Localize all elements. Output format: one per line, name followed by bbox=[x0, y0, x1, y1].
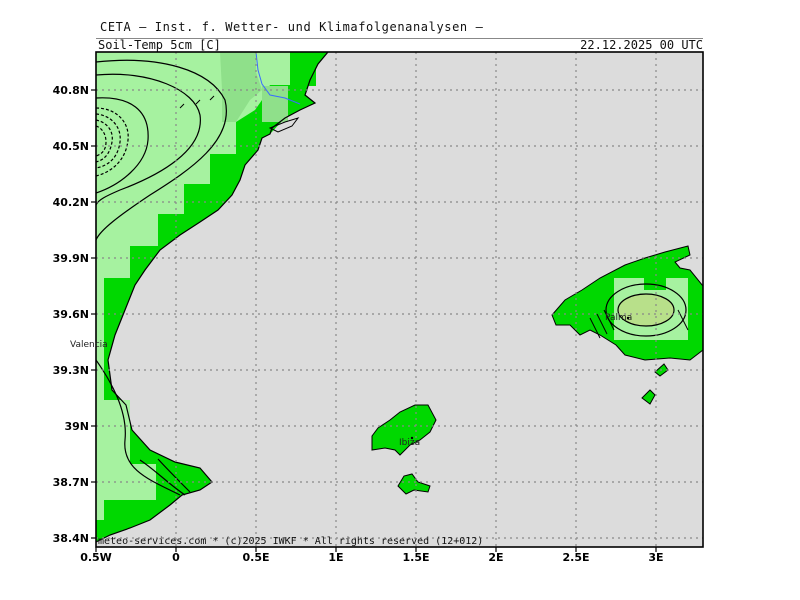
lon-label-0.5E: 0.5E bbox=[242, 551, 269, 564]
graticule bbox=[96, 52, 703, 547]
mallorca-hatching bbox=[589, 309, 689, 339]
contour-ticks bbox=[179, 95, 215, 109]
map-frame bbox=[95, 51, 704, 548]
info-bar bbox=[96, 38, 703, 53]
lon-label-0: 0 bbox=[172, 551, 180, 564]
mainland-mid-zone bbox=[220, 52, 262, 122]
lon-label-3E: 3E bbox=[648, 551, 663, 564]
field-datetime: 22.12.2025 00 UTC bbox=[580, 38, 703, 52]
delta-outline bbox=[268, 117, 300, 133]
coast-cell-1 bbox=[290, 62, 316, 86]
palma-marker bbox=[626, 316, 630, 320]
lat-label-38.7: 38.7N bbox=[53, 476, 89, 489]
lon-label-1E: 1E bbox=[328, 551, 343, 564]
formentera-land bbox=[397, 473, 431, 495]
lon-label-2.5E: 2.5E bbox=[562, 551, 589, 564]
lat-label-40.5: 40.5N bbox=[53, 140, 89, 153]
mallorca-contour-outer bbox=[605, 283, 687, 337]
mallorca-contour-inner bbox=[617, 293, 675, 327]
copyright-text: meteo-services.com * (c)2025 IWKF * All … bbox=[98, 536, 483, 547]
ibiza-land bbox=[371, 404, 437, 456]
lon-label-1.5E: 1.5E bbox=[402, 551, 429, 564]
lat-label-39.6: 39.6N bbox=[53, 308, 89, 321]
field-label: Soil-Temp_5cm_[C] bbox=[98, 38, 221, 52]
city-label-palma: Palma bbox=[605, 313, 632, 323]
lat-label-38.4: 38.4N bbox=[53, 532, 89, 545]
mainland-warm-zone bbox=[96, 52, 290, 520]
contours-mainland bbox=[96, 59, 227, 496]
lat-label-39.3: 39.3N bbox=[53, 364, 89, 377]
cabrera-island bbox=[641, 389, 656, 405]
lon-label-2E: 2E bbox=[488, 551, 503, 564]
city-label-valencia: Valencia bbox=[70, 340, 108, 350]
mallorca-cell bbox=[644, 278, 666, 290]
lat-label-40.8: 40.8N bbox=[53, 84, 89, 97]
lat-label-39.9: 39.9N bbox=[53, 252, 89, 265]
coast-cell-2 bbox=[262, 86, 288, 122]
lat-label-39: 39N bbox=[64, 420, 89, 433]
axis-ticks bbox=[91, 89, 657, 552]
lon-label-0.5W: 0.5W bbox=[80, 551, 112, 564]
lat-label-40.2: 40.2N bbox=[53, 196, 89, 209]
contours-dashed bbox=[96, 107, 129, 177]
header-title: CETA — Inst. f. Wetter- und Klimafolgena… bbox=[100, 20, 484, 34]
city-label-ibiza: Ibiza bbox=[399, 438, 420, 448]
mainland-coastline bbox=[96, 52, 329, 543]
ibiza-marker bbox=[410, 436, 414, 440]
